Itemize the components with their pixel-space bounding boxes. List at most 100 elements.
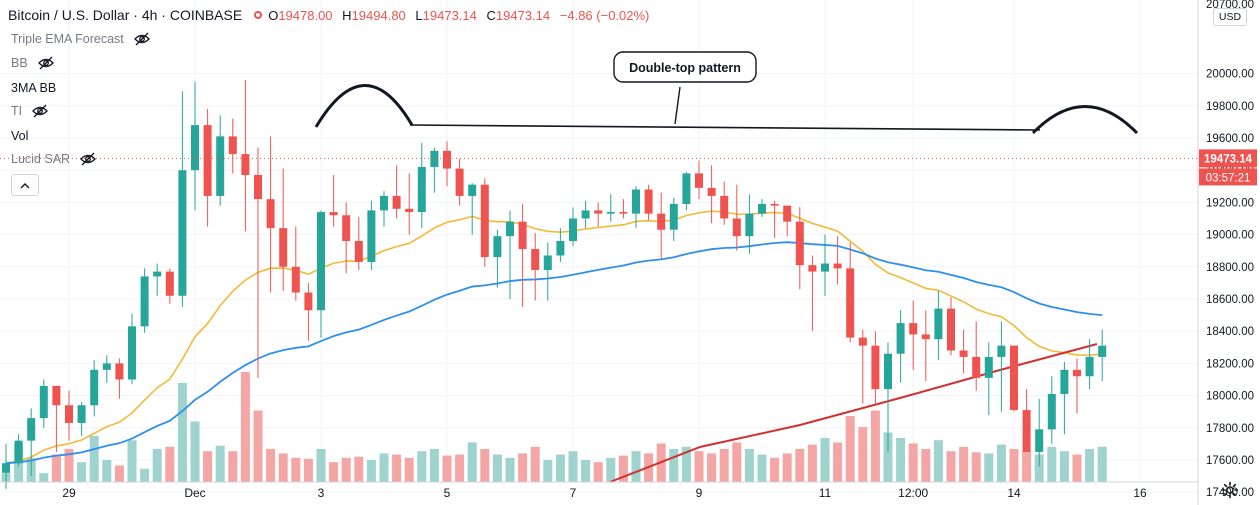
- candle-body: [758, 203, 766, 214]
- candle: [972, 321, 981, 391]
- volume-bar: [366, 460, 376, 482]
- volume-bar: [782, 453, 792, 482]
- candle: [531, 232, 540, 301]
- candle: [1073, 358, 1081, 414]
- indicator-3ma-bb[interactable]: 3MA BB: [11, 81, 57, 95]
- volume-bar: [807, 444, 817, 482]
- candle: [140, 268, 149, 333]
- eye-off-icon[interactable]: [80, 152, 96, 166]
- candle: [909, 300, 918, 370]
- volume-bar: [719, 449, 729, 482]
- volume-bar: [870, 410, 880, 482]
- volume-bar: [921, 449, 931, 482]
- candle: [191, 81, 199, 211]
- candle: [1060, 361, 1069, 435]
- candle: [329, 175, 338, 227]
- candle-body: [518, 221, 527, 250]
- candle-body: [682, 173, 691, 204]
- collapse-indicators-button[interactable]: [11, 174, 39, 196]
- volume-bar: [392, 454, 402, 482]
- candle-body: [405, 208, 414, 213]
- candle: [846, 242, 855, 343]
- candle: [947, 297, 955, 356]
- candle: [165, 268, 174, 304]
- candle: [808, 255, 817, 332]
- candle-body: [14, 440, 23, 464]
- ohlc-readout: O19478.00 H19494.80 L19473.14 C19473.14 …: [268, 7, 650, 23]
- candle: [380, 191, 388, 227]
- candle: [405, 173, 414, 235]
- volume-bar: [593, 462, 603, 482]
- candle-body: [884, 353, 892, 390]
- indicator-ti[interactable]: TI: [11, 104, 49, 118]
- candle-body: [720, 195, 729, 219]
- eye-off-icon[interactable]: [32, 104, 49, 118]
- volume-bar: [795, 449, 805, 482]
- candle-body: [317, 212, 325, 311]
- volume-bar: [732, 442, 742, 482]
- volume-bar: [442, 455, 452, 482]
- candle: [2, 443, 10, 489]
- indicator-lucid-sar[interactable]: Lucid SAR: [11, 152, 96, 166]
- volume-bar: [215, 445, 225, 482]
- volume-bar: [744, 449, 754, 482]
- volume-bar: [543, 460, 553, 482]
- candle-body: [833, 263, 842, 269]
- callout-pointer: [674, 86, 681, 125]
- candle: [115, 358, 124, 399]
- candle: [1035, 398, 1044, 467]
- candle-body: [417, 166, 426, 213]
- volume-bar: [858, 427, 868, 482]
- candle-body: [808, 265, 817, 272]
- flag-icon[interactable]: [254, 11, 263, 19]
- volume-bar: [883, 432, 893, 482]
- volume-bar: [77, 462, 87, 482]
- candle-body: [140, 276, 149, 327]
- gear-icon[interactable]: [1221, 481, 1239, 499]
- candle-body: [2, 463, 10, 473]
- indicator-triple-ema[interactable]: Triple EMA Forecast: [11, 32, 150, 46]
- candle: [493, 229, 502, 288]
- volume-bar: [114, 465, 124, 482]
- candle-body: [443, 150, 451, 169]
- candle: [241, 80, 250, 232]
- symbol-title[interactable]: Bitcoin / U.S. Dollar · 4h · COINBASE: [8, 7, 243, 23]
- candle-body: [241, 154, 250, 175]
- volume-bar: [707, 453, 717, 482]
- volume-bar: [555, 454, 565, 482]
- candle: [821, 234, 829, 296]
- time-tick-label: 5: [444, 486, 451, 500]
- eye-off-icon[interactable]: [37, 56, 54, 70]
- candle: [682, 171, 691, 211]
- candle-body: [279, 228, 288, 267]
- candle: [669, 197, 678, 242]
- candle-body: [128, 326, 136, 380]
- currency-label[interactable]: USD: [1213, 8, 1247, 26]
- volume-bar: [1085, 449, 1095, 482]
- candle-body: [165, 271, 174, 296]
- volume-bar: [492, 454, 502, 482]
- candle: [77, 402, 86, 436]
- volume-bar: [89, 435, 99, 482]
- candle-body: [102, 363, 111, 370]
- indicator-vol[interactable]: Vol: [11, 129, 29, 143]
- candle: [732, 184, 741, 251]
- price-tick-label: 18400.00: [1206, 326, 1254, 338]
- callout-label: Double-top pattern: [629, 61, 741, 75]
- chart-header: Bitcoin / U.S. Dollar · 4h · COINBASE O1…: [8, 7, 655, 23]
- candle-body: [947, 308, 955, 351]
- candle: [480, 178, 489, 267]
- candle-body: [569, 218, 577, 242]
- candle-body: [178, 170, 187, 296]
- candle-body: [480, 184, 489, 258]
- eye-off-icon[interactable]: [133, 32, 150, 46]
- candle-body: [90, 369, 99, 406]
- volume-bar: [467, 442, 477, 482]
- indicator-bb[interactable]: BB: [11, 56, 54, 70]
- candle: [102, 355, 111, 383]
- candle-body: [707, 187, 716, 196]
- candle: [644, 184, 653, 221]
- candle-body: [896, 323, 905, 354]
- candle-body: [115, 363, 124, 380]
